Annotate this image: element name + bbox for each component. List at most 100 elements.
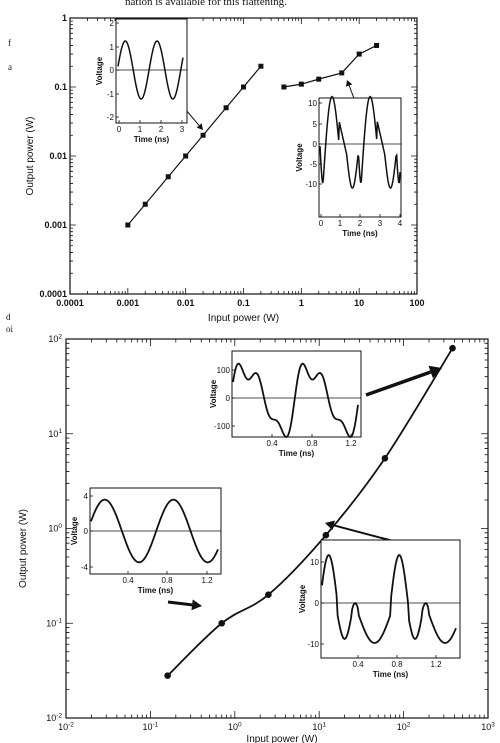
inset-x-tick-label: 1	[338, 219, 343, 228]
data-point	[265, 591, 272, 599]
inset-x-tick-label: 2	[358, 219, 363, 228]
y-tick-label: 10-2	[46, 712, 62, 723]
inset-y-axis-label: Voltage	[209, 379, 218, 408]
bottom-arrow-top-head	[428, 365, 442, 379]
data-point	[241, 84, 246, 90]
bottom-arrow-mid-head	[191, 599, 202, 611]
inset-y-tick-label: 0	[315, 599, 320, 608]
inset-x-tick-label: 1.2	[201, 576, 213, 585]
margin-mark: d	[6, 312, 11, 322]
inset-y-tick-label: 4	[84, 492, 89, 501]
x-tick-label: 0.001	[117, 298, 140, 308]
inset-y-tick-label: -100	[214, 422, 231, 431]
data-point	[381, 455, 389, 462]
top-chart: 0.0001 0.001 0.01 0.1 1 10 1000.00010.0010.010…	[25, 13, 425, 324]
inset-x-axis-label: Time (ns)	[134, 135, 170, 144]
y-tick-label: 100	[48, 523, 62, 534]
inset-x-tick-label: 0.8	[306, 439, 318, 448]
series-line	[283, 44, 377, 88]
inset-y-tick-label: -2	[107, 113, 115, 122]
bottom-arrow-mid-shaft	[167, 600, 193, 607]
inset-x-tick-label: 4	[398, 219, 403, 228]
inset-y-tick-label: 100	[217, 366, 231, 375]
x-tick-label: 100	[409, 298, 424, 308]
inset-waveform	[90, 498, 219, 564]
data-point	[142, 201, 148, 207]
inset-y-tick-label: 0	[110, 66, 115, 75]
inset-x-tick-label: 3	[378, 219, 383, 228]
inset-y-tick-label: 10	[310, 558, 319, 567]
axis-minor-ticks	[69, 18, 417, 295]
x-tick-label: 0.0001	[56, 298, 84, 308]
inset-y-axis-label: Voltage	[298, 584, 307, 613]
inset-y-tick-label: 1	[110, 43, 115, 52]
inset-x-tick-label: 0	[319, 219, 324, 228]
data-point	[316, 76, 322, 82]
top-arrow-right-head	[346, 80, 353, 87]
y-tick-label: 0.01	[49, 151, 67, 161]
margin-mark: f	[8, 38, 11, 48]
x-tick-label: 0.1	[237, 298, 250, 308]
inset-waveform-plot: 10 5 0 -5 -10 0 1 2 3 4 Time (ns) Voltage	[295, 95, 403, 238]
data-point	[125, 222, 131, 228]
inset-y-axis-label: Voltage	[95, 56, 104, 85]
y-tick-label: 1	[62, 13, 67, 23]
y-tick-label: 101	[48, 428, 62, 439]
inset-y-axis-label: Voltage	[70, 516, 79, 545]
x-tick-label: 1	[299, 298, 304, 308]
inset-y-tick-label: -4	[81, 563, 89, 572]
data-point	[200, 132, 206, 138]
bottom-arrow-top-shaft	[365, 370, 432, 397]
inset-waveform	[232, 362, 359, 439]
y-tick-label: 102	[48, 333, 62, 344]
inset-x-tick-label: 3	[180, 125, 185, 134]
page-top-text: nation is available for this flattening.	[125, 0, 287, 8]
inset-frame	[115, 18, 188, 124]
bottom-arrow-right-head	[325, 520, 335, 531]
inset-x-tick-label: 1.2	[430, 660, 442, 669]
top-arrow-left-head	[196, 123, 203, 130]
x-axis-label: Input power (W)	[246, 734, 317, 743]
data-point	[258, 63, 264, 69]
series-line	[127, 65, 262, 226]
inset-y-tick-label: 10	[308, 99, 317, 108]
x-tick-label: 101	[312, 721, 326, 732]
inset-x-tick-label: 2	[159, 125, 164, 134]
x-tick-label: 100	[228, 721, 242, 732]
inset-y-tick-label: 0	[84, 527, 89, 536]
inset-y-tick-label: -10	[307, 640, 319, 649]
margin-mark: a	[8, 62, 12, 72]
data-point	[298, 81, 304, 87]
axis-minor-ticks	[65, 339, 488, 719]
data-point	[322, 531, 330, 539]
inset-y-tick-label: 0	[226, 394, 231, 403]
x-tick-label: 10	[354, 298, 364, 308]
data-point	[218, 619, 226, 627]
x-tick-label: 103	[481, 721, 495, 732]
inset-y-axis-label: Voltage	[295, 143, 304, 172]
x-axis-label: Input power (W)	[208, 313, 279, 324]
y-tick-label: 0.0001	[39, 289, 67, 299]
inset-frame	[231, 350, 362, 438]
data-point	[356, 51, 362, 57]
y-axis-label: Output power (W)	[25, 117, 36, 196]
inset-y-tick-label: -1	[107, 90, 115, 99]
data-point	[339, 70, 345, 76]
x-tick-label: 10-2	[58, 721, 74, 732]
inset-waveform-plot: 100 0 -100 0.4 0.8 1.2 Time (ns) Voltage	[209, 350, 362, 458]
inset-x-tick-label: 1.2	[345, 439, 357, 448]
data-point	[164, 672, 171, 679]
inset-waveform	[117, 40, 184, 100]
inset-y-tick-label: 2	[110, 19, 115, 28]
inset-x-tick-label: 1	[138, 125, 143, 134]
x-tick-label: 10-1	[143, 721, 159, 732]
inset-y-tick-label: -10	[305, 180, 317, 189]
data-point	[281, 84, 287, 90]
y-tick-label: 0.1	[54, 82, 67, 92]
inset-x-axis-label: Time (ns)	[138, 586, 174, 595]
y-tick-label: 10-1	[46, 618, 62, 629]
data-point	[449, 344, 456, 352]
inset-y-tick-label: 5	[313, 120, 318, 129]
